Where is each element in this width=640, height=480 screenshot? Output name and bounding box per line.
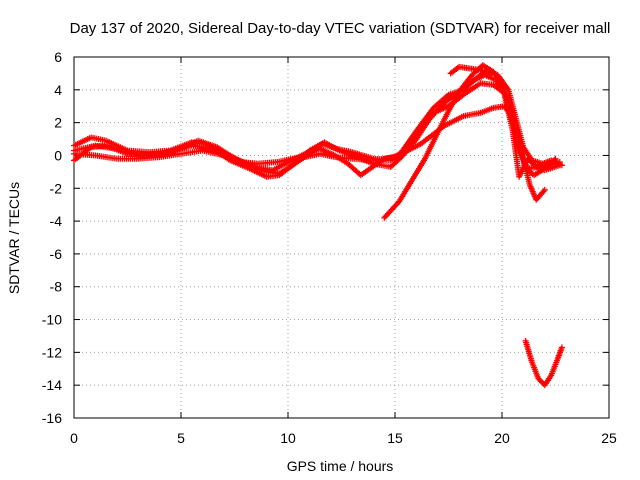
data-point bbox=[317, 150, 337, 160]
data-point bbox=[456, 63, 472, 72]
data-point bbox=[462, 81, 482, 97]
x-tick-label: 15 bbox=[387, 430, 403, 446]
y-tick-label: -4 bbox=[50, 213, 63, 229]
data-point bbox=[409, 157, 427, 184]
data-point bbox=[421, 131, 440, 162]
data-point bbox=[92, 142, 118, 152]
grid bbox=[74, 57, 609, 418]
data-point bbox=[113, 155, 140, 162]
y-axis-label: SDTVAR / TECUs bbox=[6, 182, 22, 294]
data-point bbox=[199, 147, 225, 159]
data-point bbox=[533, 188, 547, 203]
x-tick-label: 20 bbox=[494, 430, 510, 446]
data-point bbox=[381, 199, 402, 221]
data-point bbox=[541, 156, 558, 172]
x-tick-label: 10 bbox=[280, 430, 296, 446]
series-track-2 bbox=[71, 72, 563, 180]
data-points bbox=[71, 62, 565, 389]
y-tick-label: -12 bbox=[42, 344, 62, 360]
y-tick-label: 4 bbox=[54, 82, 62, 98]
data-point bbox=[88, 134, 108, 144]
x-tick-label: 5 bbox=[177, 430, 185, 446]
plot-frame bbox=[73, 56, 610, 419]
data-point bbox=[349, 155, 375, 164]
data-point bbox=[434, 109, 451, 136]
data-point bbox=[490, 68, 507, 90]
data-point bbox=[178, 138, 200, 152]
data-point bbox=[477, 67, 493, 76]
data-point bbox=[548, 357, 560, 379]
data-point bbox=[71, 135, 93, 149]
data-point bbox=[507, 113, 522, 146]
data-point bbox=[263, 172, 281, 180]
data-point bbox=[255, 159, 279, 167]
data-point bbox=[456, 73, 474, 95]
series-track-3 bbox=[71, 80, 563, 180]
data-point bbox=[556, 162, 563, 169]
y-tick-label: -2 bbox=[50, 180, 63, 196]
y-tick-label: -16 bbox=[42, 410, 62, 426]
data-point bbox=[460, 110, 482, 120]
data-point bbox=[488, 70, 495, 77]
data-point bbox=[289, 154, 307, 162]
x-axis-label: GPS time / hours bbox=[287, 458, 394, 474]
data-point bbox=[477, 105, 495, 116]
data-point bbox=[541, 373, 554, 389]
data-point bbox=[413, 111, 436, 138]
series-track-5 bbox=[381, 62, 559, 221]
data-point bbox=[71, 150, 97, 159]
y-tick-label: -10 bbox=[42, 312, 62, 328]
data-point bbox=[92, 152, 118, 162]
series-track-7 bbox=[522, 337, 565, 389]
data-point bbox=[332, 154, 354, 162]
y-tick-label: -8 bbox=[50, 279, 63, 295]
data-point bbox=[541, 186, 548, 193]
y-tick-label: -14 bbox=[42, 377, 62, 393]
y-tick-label: 2 bbox=[54, 115, 62, 131]
series-track-6 bbox=[447, 63, 495, 77]
x-tick-label: 0 bbox=[70, 430, 78, 446]
chart-title: Day 137 of 2020, Sidereal Day-to-day VTE… bbox=[70, 20, 611, 37]
data-point bbox=[522, 337, 535, 364]
data-point bbox=[246, 165, 268, 179]
data-point bbox=[558, 344, 565, 351]
data-point bbox=[552, 155, 559, 162]
series-track-4 bbox=[71, 103, 548, 203]
y-tick-label: 0 bbox=[54, 147, 62, 163]
axis-ticks: 0 5 10 15 20 25 -16 -14 -12 -10 -8 -6 -4 -2 0 2 4 6 bbox=[42, 49, 617, 446]
x-tick-label: 25 bbox=[601, 430, 617, 446]
data-point bbox=[302, 151, 322, 161]
y-tick-label: 6 bbox=[54, 49, 62, 65]
series-track-1 bbox=[71, 67, 565, 177]
data-point bbox=[520, 144, 534, 162]
y-tick-label: -6 bbox=[50, 246, 63, 262]
data-point bbox=[321, 139, 341, 153]
data-point bbox=[396, 178, 415, 205]
data-point bbox=[554, 346, 565, 362]
data-point bbox=[445, 90, 462, 115]
data-point bbox=[195, 137, 219, 150]
